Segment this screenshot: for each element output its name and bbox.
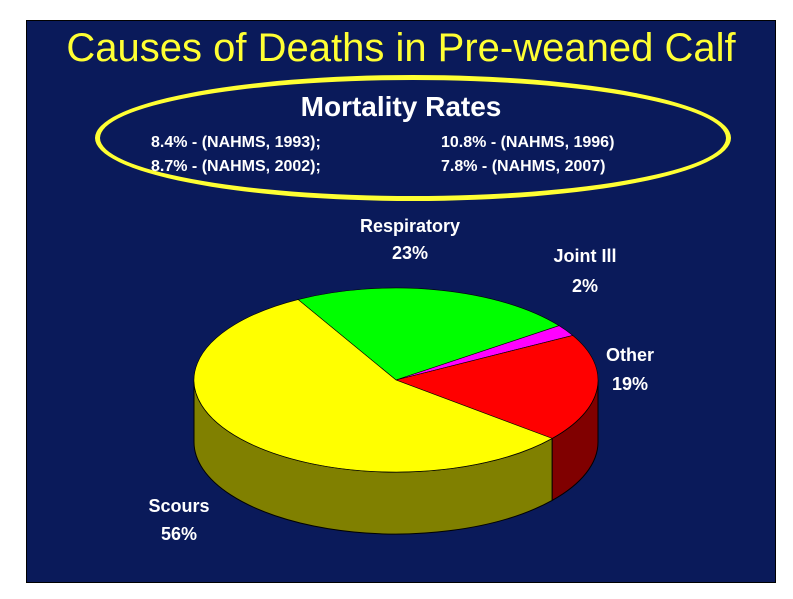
mortality-title: Mortality Rates bbox=[300, 91, 502, 122]
label-jointill-value: 2% bbox=[572, 276, 598, 296]
pie-slice-respiratory bbox=[297, 287, 560, 381]
pie-top bbox=[193, 287, 599, 473]
slide: Causes of Deaths in Pre-weaned Calf Mort… bbox=[26, 20, 776, 583]
mortality-entry-1993: 8.4% - (NAHMS, 1993); bbox=[151, 134, 321, 151]
slide-title: Causes of Deaths in Pre-weaned Calf bbox=[66, 26, 736, 70]
label-respiratory-value: 23% bbox=[392, 243, 428, 263]
pie-labels: Respiratory 23% Joint Ill 2% Other 19% S… bbox=[148, 216, 654, 544]
label-jointill-name: Joint Ill bbox=[554, 246, 617, 266]
label-other-name: Other bbox=[606, 345, 654, 365]
label-scours-name: Scours bbox=[148, 496, 209, 516]
label-respiratory-name: Respiratory bbox=[360, 216, 460, 236]
mortality-entry-2002: 8.7% - (NAHMS, 2002); bbox=[151, 158, 321, 175]
label-other-value: 19% bbox=[612, 374, 648, 394]
mortality-ellipse bbox=[95, 75, 731, 201]
mortality-entry-1996: 10.8% - (NAHMS, 1996) bbox=[441, 134, 615, 151]
pie-slice-scours bbox=[193, 299, 553, 473]
pie-slice-other bbox=[394, 335, 599, 439]
label-scours-value: 56% bbox=[161, 524, 197, 544]
pie-chart: Respiratory 23% Joint Ill 2% Other 19% S… bbox=[148, 216, 654, 544]
mortality-entry-2007: 7.8% - (NAHMS, 2007) bbox=[441, 158, 606, 175]
